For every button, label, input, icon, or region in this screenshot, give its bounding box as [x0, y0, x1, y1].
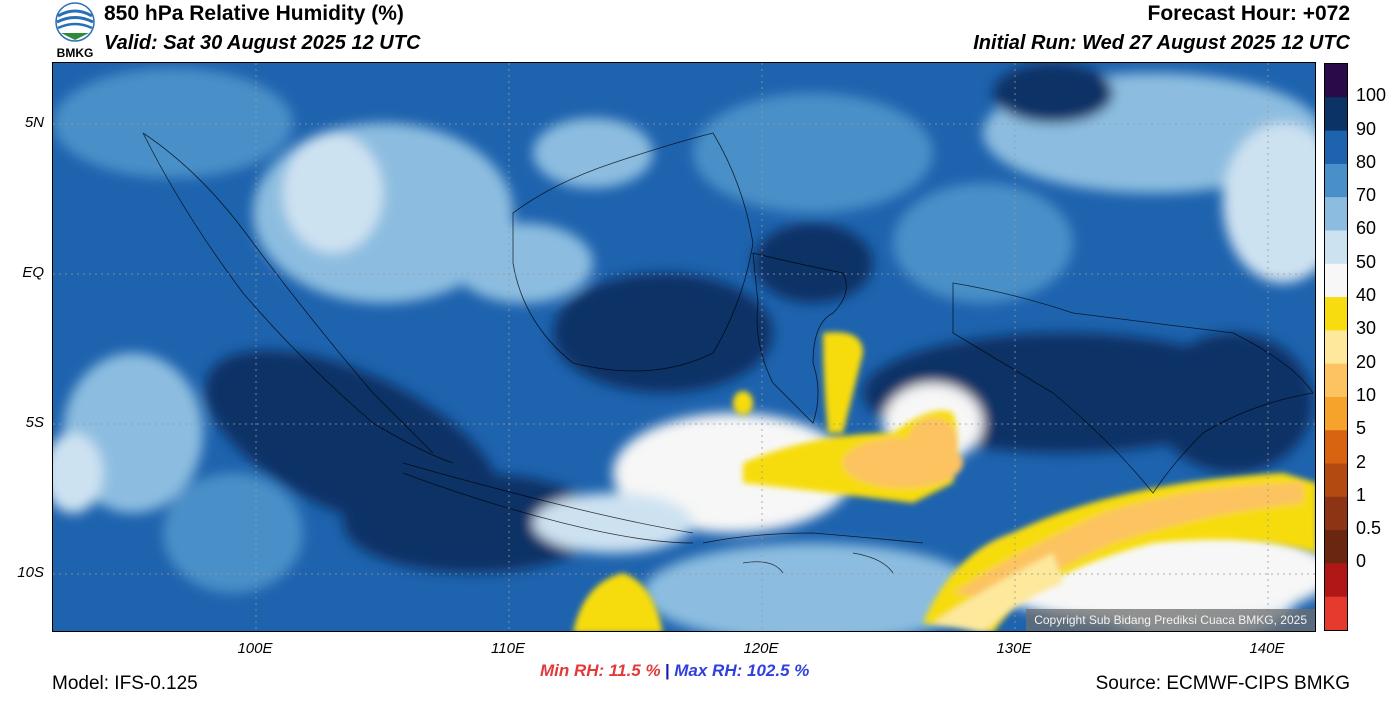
lon-label-110e: 110E — [491, 640, 525, 657]
logo-text: BMKG — [57, 46, 94, 60]
colorbar-label: 1 — [1356, 484, 1367, 505]
model-label: Model: IFS-0.125 — [52, 673, 198, 694]
colorbar-label: 0.5 — [1356, 518, 1382, 539]
lat-label-10s: 10S — [17, 564, 44, 581]
initial-run: Initial Run: Wed 27 August 2025 12 UTC — [973, 32, 1350, 54]
colorbar-label: 2 — [1356, 451, 1367, 472]
colorbar-swatch — [1325, 163, 1347, 198]
humidity-map: Copyright Sub Bidang Prediksi Cuaca BMKG… — [52, 62, 1316, 632]
colorbar-label: 60 — [1356, 218, 1377, 239]
colorbar-label: 90 — [1356, 118, 1377, 139]
source-label: Source: ECMWF-CIPS BMKG — [1095, 673, 1350, 694]
rh-separator: | — [665, 661, 670, 680]
lat-label-5n: 5N — [24, 114, 44, 131]
copyright-notice: Copyright Sub Bidang Prediksi Cuaca BMKG… — [1026, 609, 1315, 631]
colorbar-swatch — [1325, 263, 1347, 298]
lat-label-5s: 5S — [25, 414, 44, 431]
colorbar-swatch — [1325, 563, 1347, 598]
colorbar-swatch — [1325, 496, 1347, 531]
colorbar-label: 30 — [1356, 318, 1377, 339]
colorbar-swatch — [1325, 430, 1347, 465]
colorbar-label: 0 — [1356, 551, 1367, 572]
colorbar-label: 50 — [1356, 251, 1377, 272]
lon-label-140e: 140E — [1249, 640, 1285, 657]
colorbar-swatch — [1325, 97, 1347, 132]
lon-label-100e: 100E — [237, 640, 273, 657]
chart-title: 850 hPa Relative Humidity (%) — [104, 2, 404, 25]
colorbar-swatch — [1325, 330, 1347, 365]
colorbar-label: 10 — [1356, 384, 1377, 405]
colorbar-swatch — [1325, 197, 1347, 231]
colorbar — [1324, 63, 1348, 631]
bmkg-logo: BMKG — [52, 2, 98, 60]
colorbar-label: 80 — [1356, 151, 1377, 172]
rh-extremes: Min RH: 11.5 % | Max RH: 102.5 % — [540, 661, 809, 681]
colorbar-swatch — [1325, 396, 1347, 431]
max-rh: Max RH: 102.5 % — [674, 661, 810, 680]
lon-label-130e: 130E — [996, 640, 1032, 657]
colorbar-label: 40 — [1356, 285, 1377, 306]
min-rh: Min RH: 11.5 % — [540, 661, 661, 680]
colorbar-swatch — [1325, 297, 1347, 331]
colorbar-swatch — [1325, 130, 1347, 165]
lon-label-120e: 120E — [743, 640, 779, 657]
colorbar-swatch — [1325, 64, 1347, 98]
valid-time: Valid: Sat 30 August 2025 12 UTC — [104, 32, 421, 54]
colorbar-swatch — [1325, 230, 1347, 265]
lat-label-eq: EQ — [22, 264, 44, 281]
colorbar-swatch — [1325, 596, 1347, 630]
colorbar-label: 5 — [1356, 418, 1367, 439]
colorbar-swatch — [1325, 530, 1347, 564]
colorbar-swatch — [1325, 363, 1347, 398]
colorbar-label: 20 — [1356, 351, 1377, 372]
forecast-hour: Forecast Hour: +072 — [1147, 2, 1351, 25]
colorbar-label: 100 — [1356, 85, 1387, 106]
colorbar-label: 70 — [1356, 185, 1377, 206]
colorbar-swatch — [1325, 463, 1347, 498]
